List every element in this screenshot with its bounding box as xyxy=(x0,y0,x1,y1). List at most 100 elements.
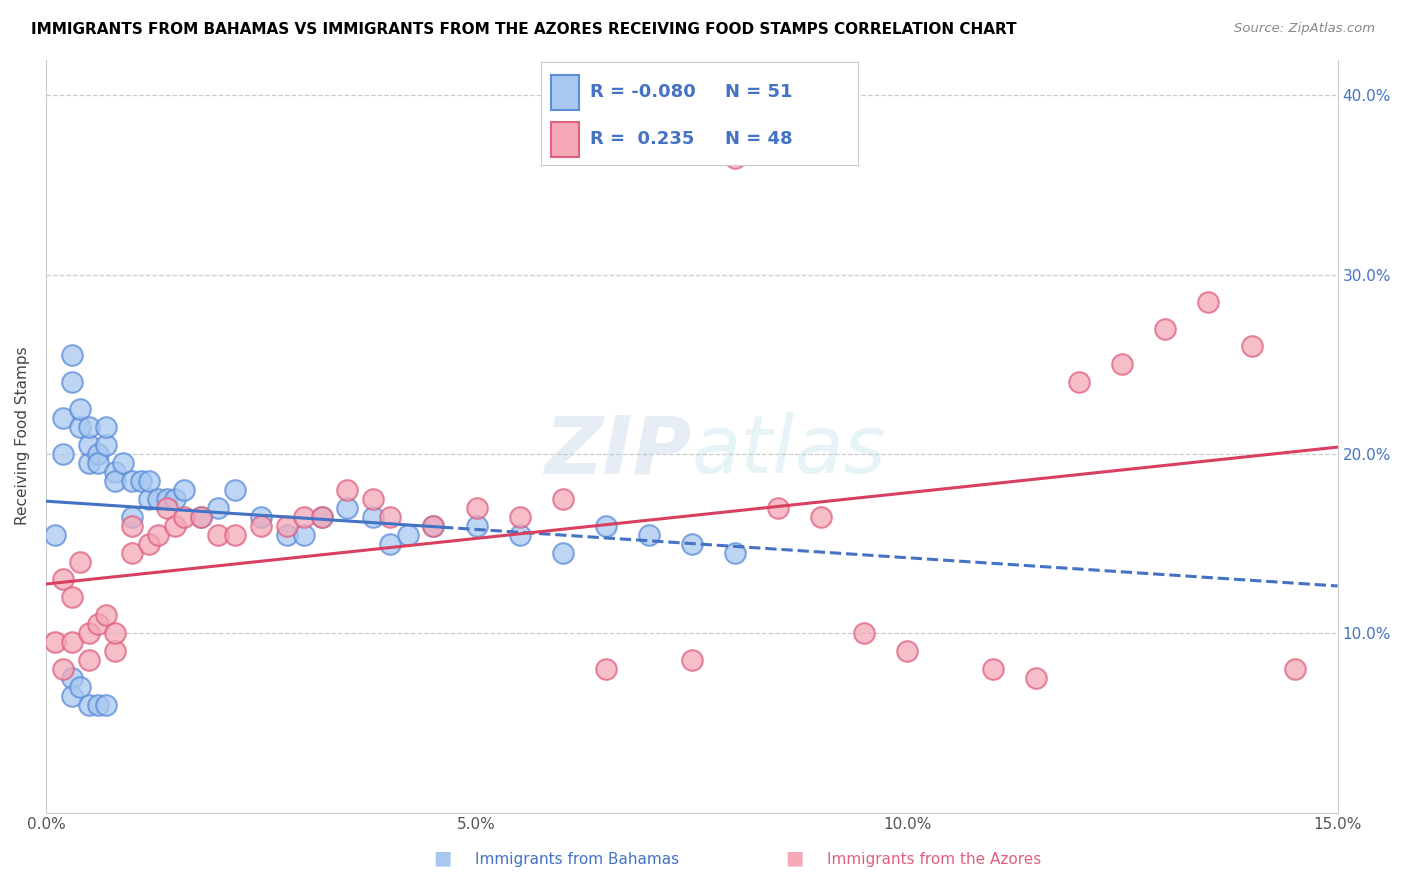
Point xyxy=(396,527,419,541)
Point xyxy=(224,527,246,541)
Point xyxy=(52,411,75,425)
Point xyxy=(810,509,832,524)
Text: Source: ZipAtlas.com: Source: ZipAtlas.com xyxy=(1234,22,1375,36)
Point xyxy=(509,509,531,524)
Point xyxy=(138,491,160,506)
Text: ZIP: ZIP xyxy=(544,412,692,490)
Point xyxy=(1198,294,1220,309)
Point xyxy=(121,546,143,560)
Point xyxy=(595,518,617,533)
Point xyxy=(86,447,108,461)
Point xyxy=(146,527,169,541)
Point xyxy=(77,420,100,434)
Point xyxy=(86,617,108,632)
Point xyxy=(190,509,212,524)
Text: N = 51: N = 51 xyxy=(725,83,793,101)
Point xyxy=(551,546,574,560)
Text: R = -0.080: R = -0.080 xyxy=(591,83,696,101)
Point xyxy=(422,518,444,533)
Point xyxy=(155,500,177,515)
Point xyxy=(896,644,918,658)
Point xyxy=(292,527,315,541)
Point xyxy=(77,626,100,640)
Point xyxy=(138,474,160,488)
Point xyxy=(60,689,83,703)
Point xyxy=(69,420,91,434)
Point xyxy=(1111,357,1133,371)
Point xyxy=(60,671,83,685)
Text: ■: ■ xyxy=(433,848,453,867)
Point xyxy=(52,662,75,676)
Point xyxy=(724,546,747,560)
Point xyxy=(190,509,212,524)
Text: R =  0.235: R = 0.235 xyxy=(591,130,695,148)
Point xyxy=(422,518,444,533)
Point xyxy=(60,635,83,649)
Point xyxy=(129,474,152,488)
Point xyxy=(96,438,118,452)
Point xyxy=(138,536,160,550)
Point xyxy=(77,653,100,667)
Point xyxy=(96,608,118,623)
Point xyxy=(224,483,246,497)
Point xyxy=(155,491,177,506)
Point xyxy=(165,518,187,533)
Point xyxy=(104,474,127,488)
Text: Immigrants from Bahamas: Immigrants from Bahamas xyxy=(475,852,679,867)
Text: N = 48: N = 48 xyxy=(725,130,793,148)
FancyBboxPatch shape xyxy=(551,75,579,110)
Point xyxy=(551,491,574,506)
Point xyxy=(69,555,91,569)
Point xyxy=(104,465,127,479)
Text: Immigrants from the Azores: Immigrants from the Azores xyxy=(827,852,1040,867)
Point xyxy=(637,527,659,541)
Point xyxy=(981,662,1004,676)
Point xyxy=(60,348,83,362)
Point xyxy=(1069,376,1091,390)
Point xyxy=(853,626,876,640)
Point xyxy=(104,644,127,658)
Point xyxy=(1240,339,1263,353)
Point xyxy=(60,591,83,605)
Point xyxy=(509,527,531,541)
Point xyxy=(276,518,298,533)
Point xyxy=(52,573,75,587)
Text: ■: ■ xyxy=(785,848,804,867)
FancyBboxPatch shape xyxy=(551,122,579,157)
Point xyxy=(121,474,143,488)
Point xyxy=(77,456,100,470)
Point xyxy=(165,491,187,506)
Point xyxy=(112,456,135,470)
Text: atlas: atlas xyxy=(692,412,887,490)
Point xyxy=(1025,671,1047,685)
Point xyxy=(311,509,333,524)
Point xyxy=(86,456,108,470)
Point xyxy=(724,151,747,165)
Point xyxy=(681,536,703,550)
Point xyxy=(173,509,195,524)
Point xyxy=(1284,662,1306,676)
Point xyxy=(595,662,617,676)
Point xyxy=(311,509,333,524)
Y-axis label: Receiving Food Stamps: Receiving Food Stamps xyxy=(15,347,30,525)
Point xyxy=(292,509,315,524)
Point xyxy=(766,500,789,515)
Point xyxy=(207,500,229,515)
Text: IMMIGRANTS FROM BAHAMAS VS IMMIGRANTS FROM THE AZORES RECEIVING FOOD STAMPS CORR: IMMIGRANTS FROM BAHAMAS VS IMMIGRANTS FR… xyxy=(31,22,1017,37)
Point xyxy=(52,447,75,461)
Point xyxy=(104,626,127,640)
Point xyxy=(250,518,273,533)
Point xyxy=(1154,321,1177,335)
Point xyxy=(86,698,108,712)
Point xyxy=(69,680,91,694)
Point xyxy=(44,635,66,649)
Point xyxy=(173,483,195,497)
Point xyxy=(207,527,229,541)
Point xyxy=(121,518,143,533)
Point xyxy=(336,483,359,497)
Point xyxy=(465,518,488,533)
Point xyxy=(380,536,402,550)
Point xyxy=(44,527,66,541)
Point xyxy=(77,438,100,452)
Point xyxy=(361,491,384,506)
